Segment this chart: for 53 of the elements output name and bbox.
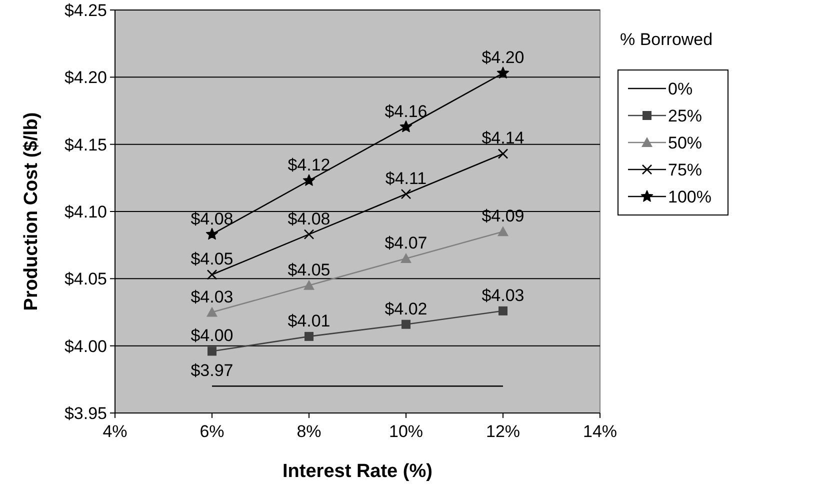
x-tick-label: 4% [102,422,128,441]
x-tick-label: 14% [582,422,618,441]
data-label: $4.08 [190,209,234,228]
point [302,174,316,186]
data-label: $4.12 [288,156,330,175]
y-tick-label: $4.10 [64,202,107,222]
data-label: $4.14 [482,128,524,148]
legend-title: % Borrowed [620,30,713,49]
point [498,148,508,159]
data-label: $4.00 [190,326,234,346]
x-tick-label: 10% [388,422,424,441]
data-label: $4.16 [384,102,428,121]
point [304,280,314,290]
data-label: $4.05 [190,250,234,269]
data-label: $4.02 [384,299,428,318]
data-label: $4.20 [482,48,524,68]
y-tick-label: $4.05 [64,270,107,289]
x-tick-label: 8% [296,422,322,441]
data-label: $4.08 [288,209,330,228]
y-tick-label: $4.15 [64,135,107,154]
point [304,332,314,341]
point [400,188,412,200]
data-label: $4.07 [384,234,428,253]
y-tick-label: $4.00 [64,336,107,356]
data-label: $4.11 [385,169,427,188]
y-axis-title: Production Cost ($/lb) [21,112,42,311]
data-label: $4.03 [482,286,524,305]
data-label: $4.03 [190,287,234,306]
y-tick-label: $4.25 [64,0,107,20]
point [400,253,412,264]
data-label: $3.97 [190,361,234,380]
x-tick-label: 6% [200,422,224,441]
y-tick-label: $4.20 [64,68,107,88]
legend-label: 75% [668,160,702,180]
legend-label: 0% [668,79,693,98]
y-tick-label: $3.95 [64,404,107,423]
point [206,306,218,317]
point [498,306,508,316]
data-label: $4.05 [288,260,330,280]
point [400,120,412,132]
legend-label: 50% [668,133,702,152]
point [208,346,216,356]
point [496,66,510,78]
point [206,269,218,280]
legend-label: 25% [668,106,702,126]
point [498,226,508,236]
x-axis-title: Interest Rate (%) [282,461,432,482]
legend-label: 100% [668,187,712,206]
point [206,228,218,240]
x-tick-label: 12% [486,422,520,441]
point [304,229,314,240]
data-label: $4.01 [288,311,330,330]
point [402,320,410,329]
